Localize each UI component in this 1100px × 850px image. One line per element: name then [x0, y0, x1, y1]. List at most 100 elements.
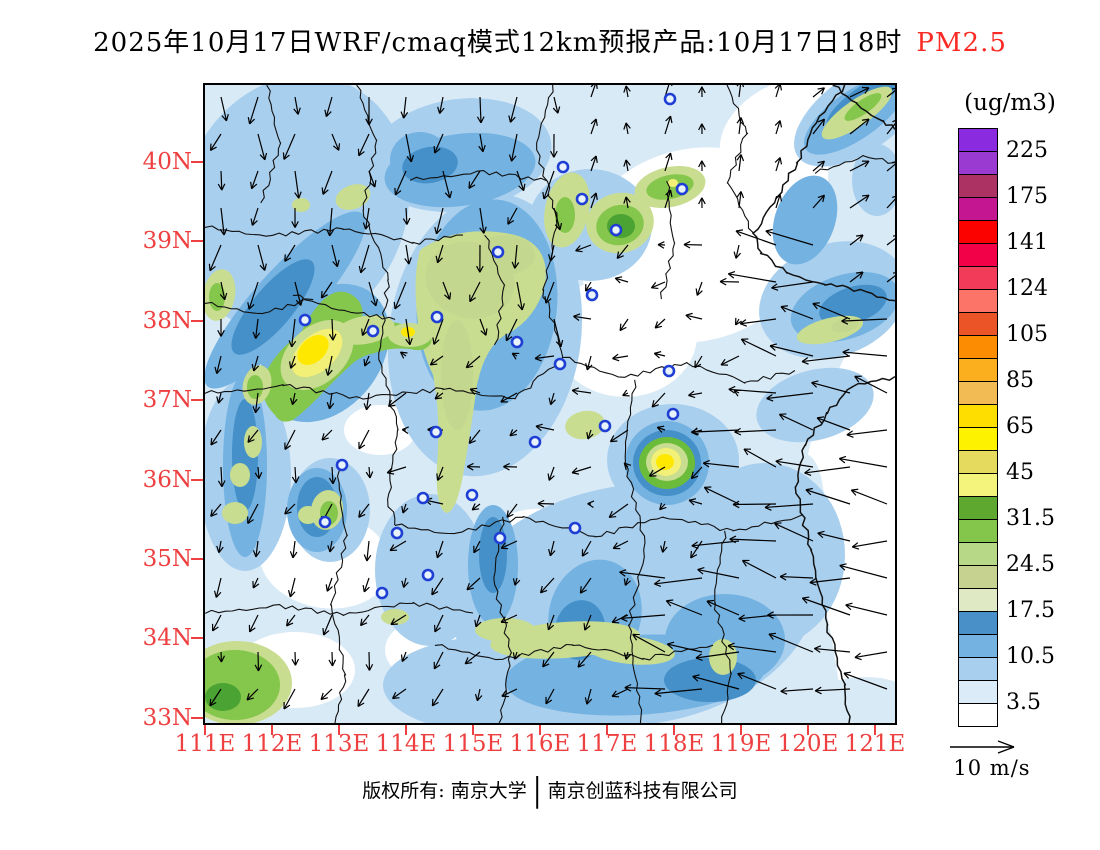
- lon-axis-tick: [472, 725, 474, 735]
- legend-band: [958, 220, 998, 244]
- lon-axis-label: 113E: [308, 731, 370, 757]
- wind-reference-arrow-icon: [950, 740, 1015, 754]
- legend-value-label: 24.5: [1006, 552, 1055, 577]
- city-marker: [335, 458, 349, 472]
- lon-axis-tick: [606, 725, 608, 735]
- legend-value-label: 17.5: [1006, 598, 1055, 623]
- legend-value-label: 85: [1006, 368, 1034, 393]
- city-marker: [666, 407, 680, 421]
- legend-value-label: 175: [1006, 184, 1048, 209]
- lon-axis-tick: [271, 725, 273, 735]
- legend-band: [958, 588, 998, 612]
- city-marker: [390, 526, 404, 540]
- legend-band: [958, 703, 998, 727]
- lat-axis-label: 34N: [142, 625, 192, 652]
- city-marker: [491, 245, 505, 259]
- lat-axis-tick: [191, 319, 203, 322]
- legend-value-label: 65: [1006, 414, 1034, 439]
- city-marker: [318, 515, 332, 529]
- lat-axis-tick: [191, 637, 203, 640]
- legend-band: [958, 611, 998, 635]
- lat-axis-tick: [191, 161, 203, 163]
- city-marker: [556, 160, 570, 174]
- lon-axis-label: 118E: [643, 731, 705, 757]
- wind-reference: 10 m/s: [946, 738, 1066, 780]
- lat-axis-label: 36N: [142, 466, 192, 493]
- legend-band: [958, 128, 998, 152]
- lat-axis-label: 39N: [142, 228, 192, 255]
- lon-axis-tick: [405, 725, 407, 735]
- lon-axis-label: 114E: [375, 731, 437, 757]
- city-marker: [298, 313, 312, 327]
- legend-value-label: 45: [1006, 460, 1034, 485]
- legend-band: [958, 680, 998, 704]
- legend-band: [958, 312, 998, 336]
- legend-band: [958, 519, 998, 543]
- city-markers: [298, 92, 689, 600]
- copyright-company: 南京创蓝科技有限公司: [547, 780, 738, 802]
- city-marker: [430, 310, 444, 324]
- city-marker: [416, 491, 430, 505]
- page-title: 2025年10月17日WRF/cmaq模式12km预报产品:10月17日18时 P…: [0, 22, 1100, 59]
- title-text: 2025年10月17日WRF/cmaq模式12km预报产品:10月17日18时: [93, 28, 903, 58]
- legend-band: [958, 335, 998, 359]
- legend-band: [958, 151, 998, 175]
- lon-axis-tick: [740, 725, 742, 735]
- lon-axis-tick: [673, 725, 675, 735]
- legend-band: [958, 174, 998, 198]
- lat-axis-label: 33N: [142, 704, 192, 731]
- city-marker: [609, 223, 623, 237]
- lon-axis-label: 120E: [777, 731, 839, 757]
- lon-axis-label: 117E: [576, 731, 638, 757]
- city-marker: [568, 521, 582, 535]
- lon-axis-label: 111E: [174, 731, 236, 757]
- lat-axis-tick: [191, 240, 203, 243]
- lon-axis-label: 121E: [844, 731, 906, 757]
- wind-reference-label: 10 m/s: [953, 756, 1031, 780]
- city-marker: [575, 192, 589, 206]
- city-marker: [598, 419, 612, 433]
- lon-axis-tick: [807, 725, 809, 735]
- city-marker: [510, 335, 524, 349]
- legend-band: [958, 542, 998, 566]
- city-marker: [366, 324, 380, 338]
- lon-axis-label: 116E: [509, 731, 571, 757]
- legend-value-label: 31.5: [1006, 506, 1055, 531]
- city-marker: [429, 425, 443, 439]
- legend-value-label: 10.5: [1006, 644, 1055, 669]
- city-marker: [375, 586, 389, 600]
- lon-axis-label: 112E: [241, 731, 303, 757]
- legend-band: [958, 427, 998, 451]
- lat-axis-tick: [191, 478, 203, 481]
- city-marker: [675, 182, 689, 196]
- footer-divider: |: [533, 772, 541, 810]
- legend-band: [958, 289, 998, 313]
- lon-axis-label: 119E: [710, 731, 772, 757]
- legend-band: [958, 381, 998, 405]
- lon-axis-tick: [338, 725, 340, 735]
- lat-axis-tick: [191, 399, 203, 402]
- city-marker: [465, 488, 479, 502]
- legend-band: [958, 243, 998, 267]
- pollutant-label: PM2.5: [916, 28, 1007, 58]
- legend-value-label: 225: [1006, 138, 1048, 163]
- legend-band: [958, 450, 998, 474]
- legend-band: [958, 634, 998, 658]
- lon-axis-tick: [874, 725, 876, 735]
- legend-value-label: 141: [1006, 230, 1048, 255]
- legend-band: [958, 473, 998, 497]
- wind-layer: [208, 85, 895, 710]
- colorbar-unit-label: (ug/m3): [964, 90, 1056, 116]
- lon-axis-label: 115E: [442, 731, 504, 757]
- legend-band: [958, 197, 998, 221]
- city-marker: [421, 568, 435, 582]
- lat-axis-label: 38N: [142, 307, 192, 334]
- legend-value-label: 3.5: [1006, 690, 1041, 715]
- legend-band: [958, 565, 998, 589]
- city-marker: [553, 357, 567, 371]
- lat-axis-label: 40N: [142, 149, 192, 175]
- legend-band: [958, 657, 998, 681]
- boundary-layer: [205, 85, 895, 723]
- city-marker: [493, 531, 507, 545]
